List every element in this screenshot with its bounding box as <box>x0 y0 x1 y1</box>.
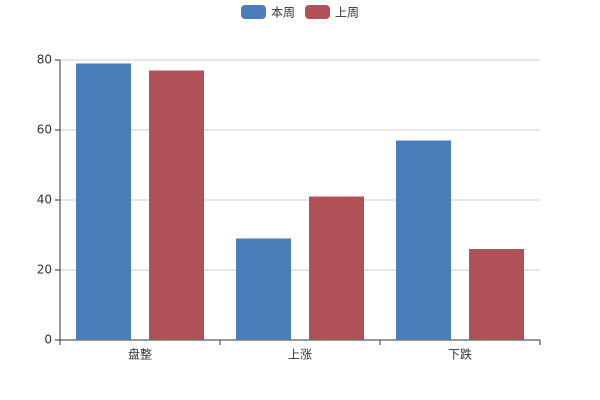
y-tick-label: 20 <box>37 263 52 277</box>
bar <box>469 249 524 340</box>
y-tick-label: 60 <box>37 123 52 137</box>
y-tick-label: 80 <box>37 53 52 67</box>
x-tick-label: 盘整 <box>128 347 152 362</box>
legend-swatch <box>241 5 266 19</box>
bar <box>309 196 364 340</box>
legend-label: 上周 <box>335 6 359 20</box>
y-tick-label: 40 <box>37 193 52 207</box>
legend-swatch <box>305 5 330 19</box>
bar <box>76 63 131 340</box>
x-tick-label: 上涨 <box>288 347 312 362</box>
y-tick-label: 0 <box>44 333 52 347</box>
bar <box>396 140 451 340</box>
bar <box>236 238 291 340</box>
legend-label: 本周 <box>271 6 295 20</box>
bar <box>149 70 204 340</box>
x-tick-label: 下跌 <box>448 347 472 362</box>
